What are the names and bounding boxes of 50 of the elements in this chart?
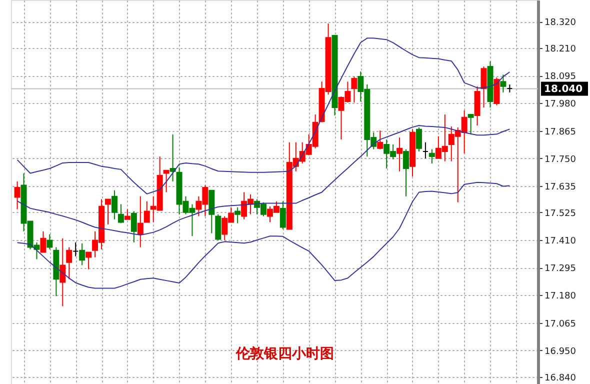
candlestick: [79, 242, 86, 266]
text: 伦敦银四小时图: [235, 345, 334, 362]
line-series: [16, 182, 510, 289]
candlestick: [86, 252, 92, 270]
y-tick-label: 17.065: [544, 319, 576, 330]
candlestick: [137, 196, 144, 248]
candlestick: [396, 137, 403, 172]
candlestick: [234, 206, 241, 224]
y-tick-label: 17.635: [544, 182, 576, 192]
candlestick: [66, 246, 72, 280]
candlestick: [422, 142, 428, 159]
candlestick: [163, 170, 170, 193]
candlestick: [130, 210, 137, 243]
candlestick: [494, 77, 500, 106]
candlestick: [60, 238, 66, 307]
y-tick-label: 17.750: [544, 154, 576, 165]
y-tick-label: 17.295: [544, 264, 576, 274]
candlestick: [377, 130, 384, 150]
candlestick: [118, 204, 124, 224]
candlestick: [403, 148, 410, 197]
candlestick: [500, 74, 506, 93]
y-tick-label: 18.095: [544, 72, 576, 82]
y-tick-label: 18.320: [544, 18, 576, 28]
candlestick: [474, 86, 480, 126]
candlestick: [480, 66, 487, 108]
candlestick: [124, 208, 130, 220]
candlestick: [111, 190, 118, 220]
candlestick: [46, 234, 53, 250]
y-tick-label: 16.950: [544, 346, 576, 357]
candlestick: [14, 180, 20, 210]
y-tick-label: 17.525: [544, 208, 576, 219]
ref-line-label: 18.040: [544, 84, 583, 95]
candlestick: [208, 190, 215, 234]
candlestick: [40, 230, 46, 253]
candlestick: [215, 214, 222, 241]
y-tick-label: 16.840: [544, 373, 576, 384]
candlestick: [104, 198, 111, 225]
y-tick-label: 17.980: [544, 100, 576, 110]
candlestick: [280, 200, 286, 230]
candlestick: [428, 148, 435, 164]
candlestick: [144, 200, 150, 223]
y-tick-label: 18.210: [544, 44, 576, 54]
candlestick: [416, 126, 422, 152]
y-tick-label: 17.180: [544, 292, 576, 302]
candlestick: [72, 242, 79, 257]
line-series: [16, 38, 510, 194]
y-tick-label: 17.865: [544, 127, 576, 138]
candlestick: [351, 76, 358, 103]
y-tick-label: 17.410: [544, 236, 576, 246]
candlestick: [468, 114, 474, 135]
